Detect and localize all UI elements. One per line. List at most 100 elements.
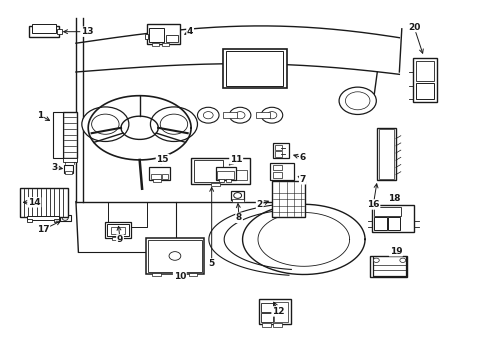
Bar — [261, 303, 273, 312]
Circle shape — [92, 114, 119, 134]
Bar — [189, 273, 197, 276]
Bar — [275, 145, 282, 150]
Bar — [63, 158, 77, 162]
Bar — [112, 237, 122, 240]
Bar — [162, 174, 168, 179]
Bar — [54, 219, 59, 222]
Circle shape — [235, 112, 245, 119]
Bar — [274, 302, 288, 322]
Bar — [413, 58, 437, 102]
Bar — [388, 217, 400, 230]
Text: 14: 14 — [28, 198, 41, 207]
Bar — [226, 179, 231, 182]
Bar — [65, 171, 72, 174]
Circle shape — [345, 92, 370, 110]
Text: 13: 13 — [81, 27, 94, 36]
Bar — [152, 43, 159, 46]
Text: 9: 9 — [117, 235, 123, 244]
Circle shape — [203, 112, 213, 119]
Bar — [111, 227, 125, 234]
Bar — [53, 112, 63, 158]
Text: 15: 15 — [156, 154, 169, 163]
Bar — [32, 24, 56, 33]
Circle shape — [160, 114, 188, 134]
Bar — [272, 181, 305, 217]
Bar — [416, 83, 434, 99]
Bar — [147, 24, 180, 44]
Text: 6: 6 — [300, 153, 306, 162]
Bar — [149, 167, 170, 180]
Bar — [261, 313, 273, 322]
Circle shape — [234, 193, 242, 198]
Text: 5: 5 — [209, 259, 215, 268]
Circle shape — [197, 107, 219, 123]
Bar — [374, 217, 387, 230]
Text: 18: 18 — [388, 194, 401, 203]
Bar — [146, 238, 204, 274]
Circle shape — [150, 107, 197, 141]
Text: 16: 16 — [367, 200, 380, 209]
Text: 1: 1 — [37, 111, 43, 120]
Bar — [370, 256, 407, 277]
Text: 17: 17 — [37, 225, 49, 234]
Circle shape — [169, 252, 181, 260]
Text: 11: 11 — [230, 154, 243, 163]
Bar — [231, 191, 244, 200]
Bar — [153, 179, 161, 182]
Bar — [57, 29, 62, 34]
Bar — [259, 299, 291, 324]
Bar — [377, 128, 396, 180]
Bar — [194, 160, 223, 182]
Bar — [372, 205, 414, 232]
Bar — [162, 43, 169, 46]
Text: 3: 3 — [52, 163, 58, 172]
Bar — [270, 163, 294, 180]
Bar — [60, 215, 71, 221]
Bar — [216, 167, 236, 180]
Bar — [151, 174, 161, 179]
Bar — [191, 158, 250, 184]
Bar — [27, 219, 32, 222]
Circle shape — [229, 107, 251, 123]
Bar — [219, 179, 224, 182]
Bar — [64, 165, 73, 173]
Bar — [232, 199, 244, 202]
Circle shape — [373, 258, 379, 262]
Text: 19: 19 — [390, 247, 402, 256]
Bar — [225, 170, 247, 180]
Circle shape — [261, 107, 283, 123]
Bar — [211, 183, 220, 186]
Bar — [29, 26, 59, 37]
Bar — [273, 323, 282, 327]
Bar — [273, 143, 289, 158]
Text: 20: 20 — [408, 22, 420, 31]
Circle shape — [339, 87, 376, 114]
Bar — [223, 49, 287, 88]
Bar — [107, 224, 129, 236]
Text: 8: 8 — [236, 213, 242, 222]
Bar — [166, 35, 178, 42]
Text: 10: 10 — [173, 272, 186, 281]
Bar — [374, 207, 401, 216]
Text: 2: 2 — [257, 200, 263, 209]
Bar — [223, 112, 237, 118]
Bar — [217, 171, 234, 179]
Circle shape — [267, 112, 277, 119]
Bar — [149, 28, 164, 42]
Bar — [63, 112, 77, 158]
Bar — [226, 51, 283, 86]
Text: 7: 7 — [299, 175, 306, 184]
Bar — [145, 34, 148, 39]
Bar — [273, 172, 282, 178]
Bar — [273, 165, 282, 170]
Text: 4: 4 — [187, 27, 194, 36]
Circle shape — [82, 107, 129, 141]
Bar — [275, 151, 282, 157]
Bar — [256, 112, 270, 118]
Bar — [20, 188, 68, 217]
Bar — [148, 240, 202, 272]
Bar — [27, 216, 59, 220]
Bar — [379, 129, 394, 179]
Circle shape — [62, 216, 68, 220]
Bar — [416, 61, 434, 81]
